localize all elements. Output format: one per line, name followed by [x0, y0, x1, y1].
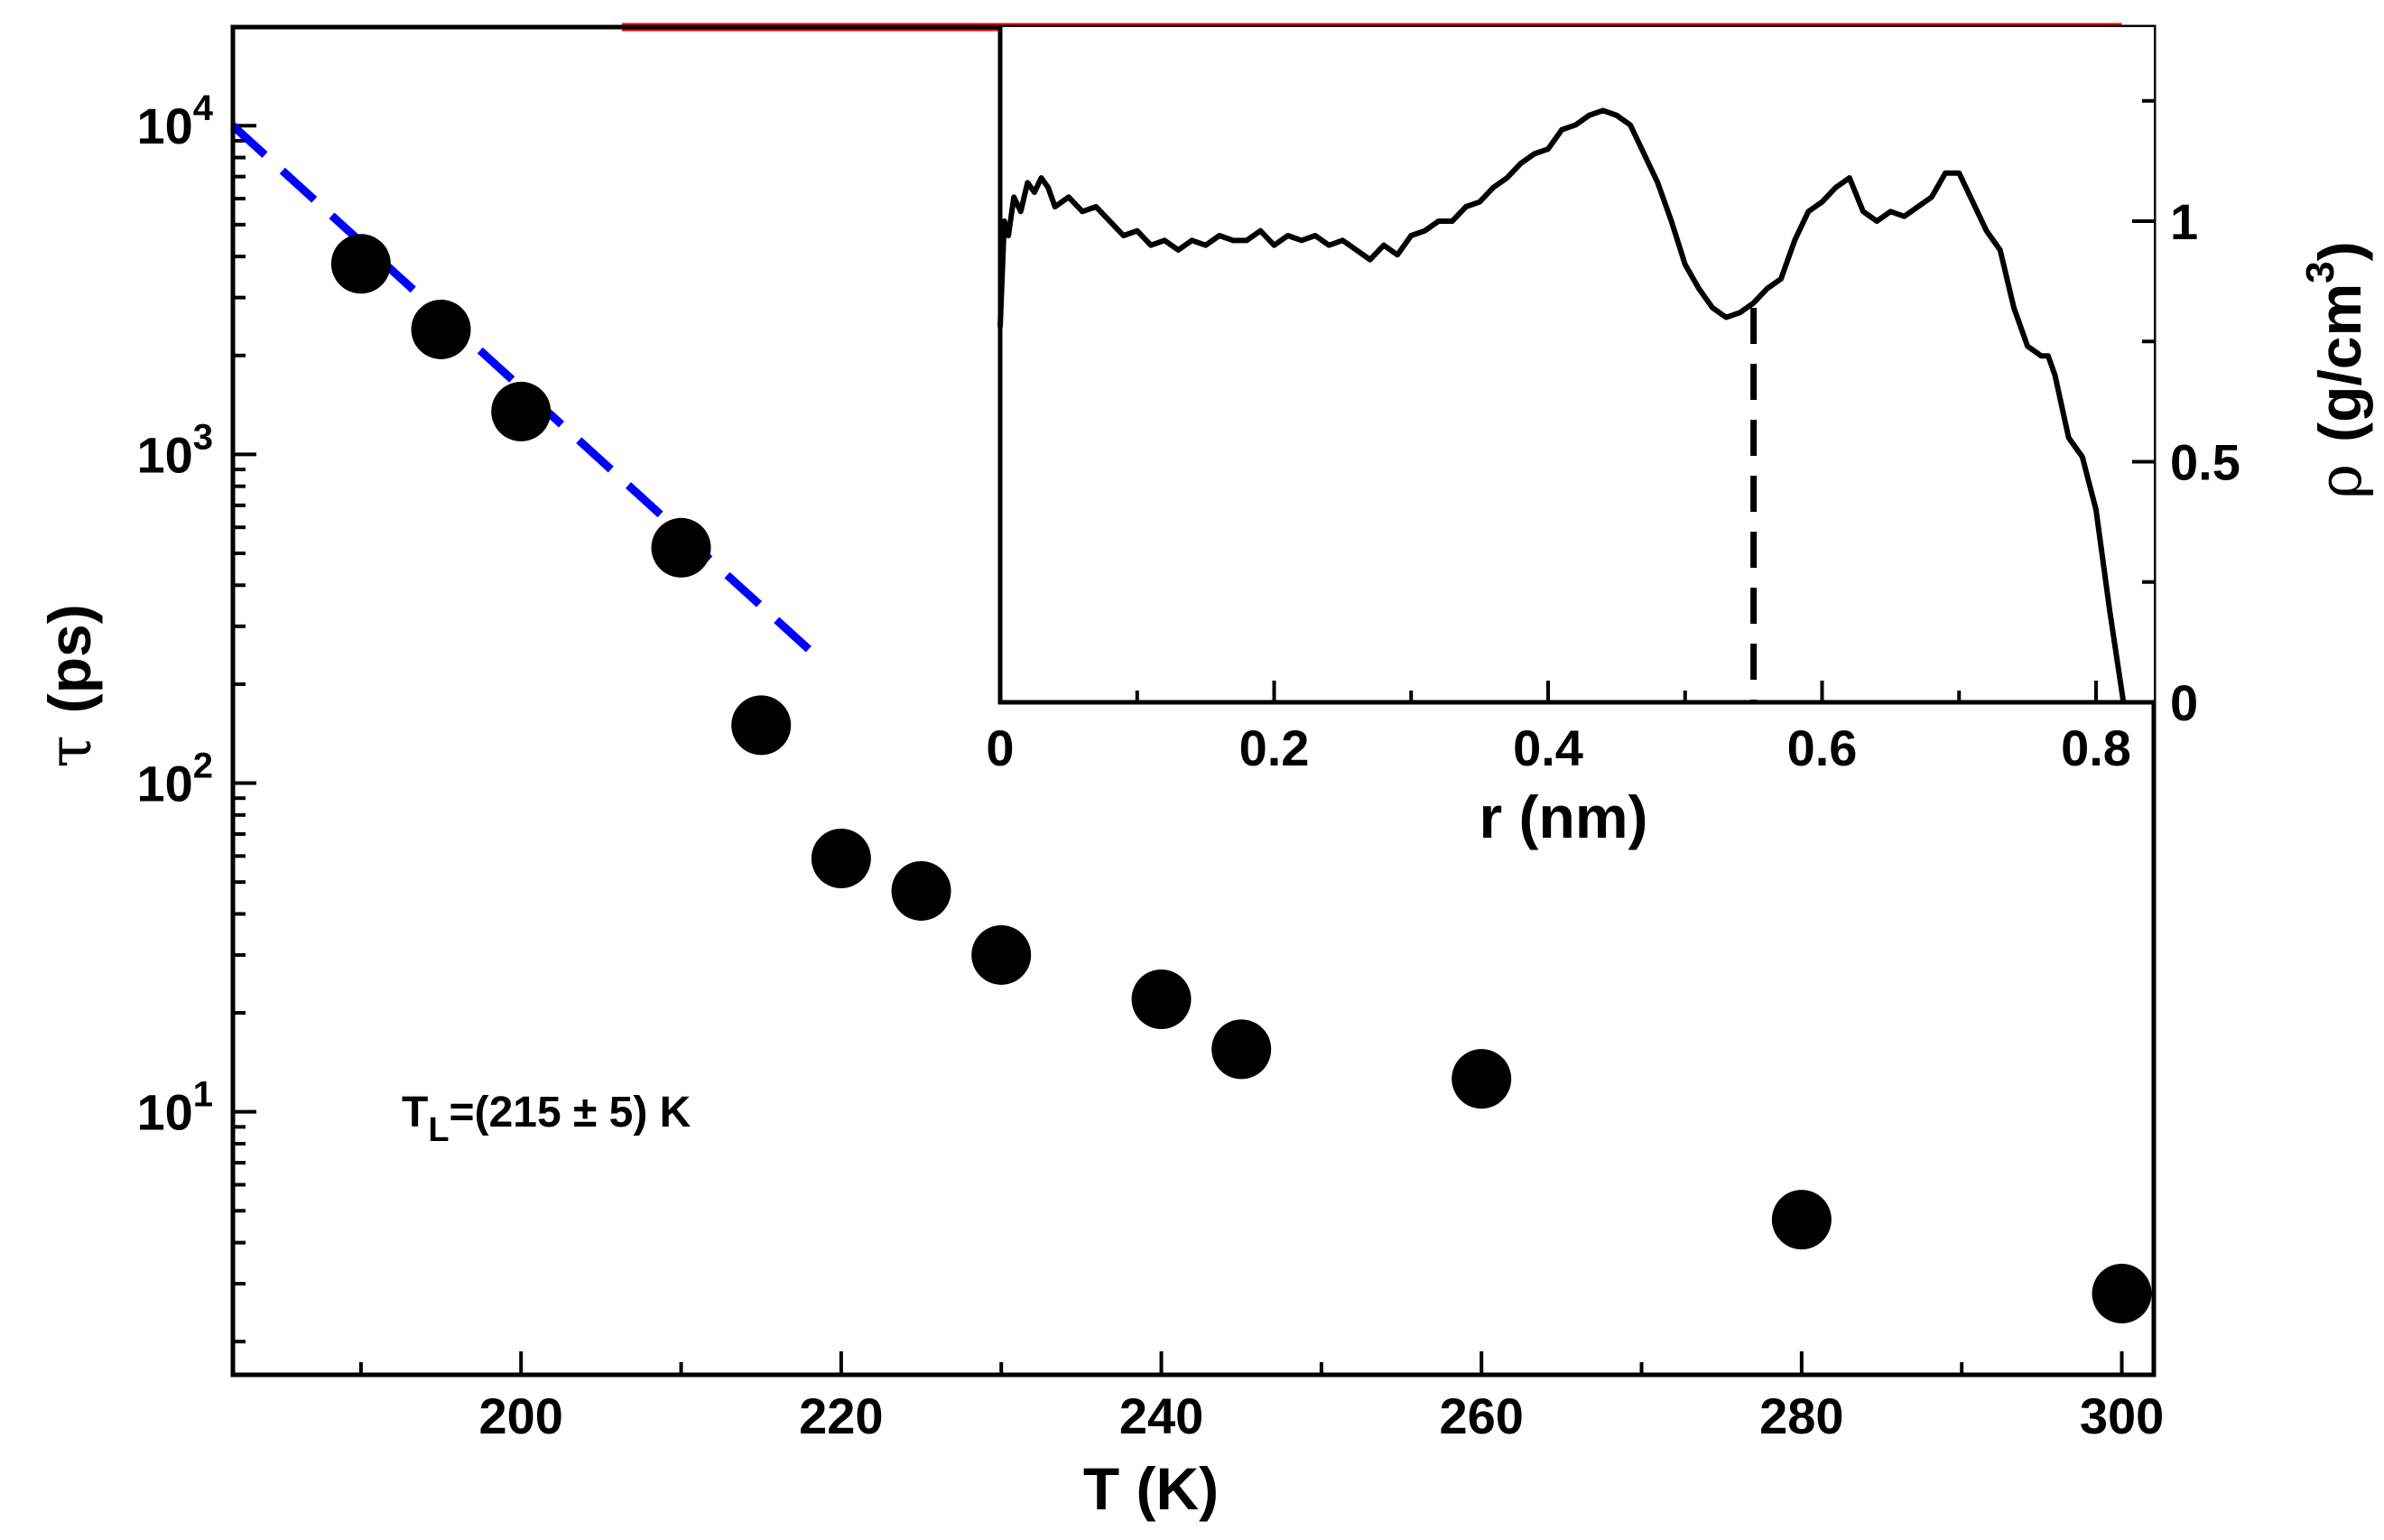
- annotation-sub: L: [428, 1111, 449, 1149]
- inset-x-tick-label: 0.2: [1239, 719, 1310, 776]
- data-point: [971, 924, 1032, 985]
- data-point: [1131, 969, 1192, 1029]
- inset-x-tick-label: 0.4: [1513, 719, 1583, 776]
- data-point: [731, 695, 792, 756]
- main-x-tick-label: 240: [1119, 1387, 1203, 1444]
- inset-x-tick-label: 0: [986, 719, 1014, 776]
- annotation-main: T: [402, 1089, 428, 1136]
- main-y-tick-label: 103: [136, 417, 213, 483]
- svg-text:τ(ps): τ (ps): [35, 604, 105, 768]
- main-x-tick-label: 220: [799, 1387, 883, 1444]
- inset-y-axis-title: ρ (g/cm3): [2298, 241, 2375, 498]
- inset-series: [997, 107, 2127, 703]
- main-x-tick-label: 260: [1439, 1387, 1523, 1444]
- inset-y-axis-symbol: ρ: [2305, 464, 2375, 499]
- main-x-tick-label: 280: [1759, 1387, 1843, 1444]
- inset-chart: 0 0.2 0.4 0.6 0.8 0 0.5 1 r (nm) ρ (g/cm3): [986, 27, 2375, 850]
- main-y-tick-label: 101: [136, 1075, 213, 1141]
- density-profile-line: [997, 107, 2127, 703]
- inset-y-axis-close: ): [2306, 241, 2373, 261]
- data-point: [1211, 1019, 1272, 1080]
- annotation-tl: TL=(215 ± 5) K: [402, 1089, 691, 1149]
- data-point: [411, 299, 471, 359]
- inset-y-axis-sup: 3: [2298, 261, 2342, 283]
- inset-tick-labels: 0 0.2 0.4 0.6 0.8 0 0.5 1: [986, 193, 2240, 776]
- inset-y-tick-label: 0: [2170, 674, 2198, 731]
- inset-y-tick-label: 0.5: [2170, 434, 2240, 491]
- data-point: [330, 234, 391, 294]
- svg-text:ρ(g/cm3): ρ (g/cm3): [2298, 241, 2375, 498]
- main-y-axis-title: τ (ps): [35, 604, 105, 768]
- main-y-axis-unit: (ps): [36, 604, 103, 713]
- main-x-tick-label: 200: [478, 1387, 562, 1444]
- data-point: [1771, 1190, 1832, 1250]
- main-x-axis-title: T (K): [1083, 1455, 1219, 1522]
- main-tick-labels: 200 220 240 260 280 300 101 102 103 104: [136, 88, 2164, 1444]
- data-point: [651, 517, 711, 578]
- data-point: [811, 828, 871, 888]
- main-chart: 200 220 240 260 280 300 101 102 103 104 T (K) τ (p…: [35, 23, 2164, 1522]
- data-point: [1452, 1049, 1512, 1109]
- inset-x-axis-title: r (nm): [1480, 784, 1648, 850]
- inset-x-tick-label: 0.6: [1787, 719, 1858, 776]
- main-y-tick-label: 104: [136, 88, 213, 154]
- inset-background: [998, 27, 2154, 704]
- main-y-tick-label: 102: [136, 747, 213, 812]
- data-point: [2092, 1263, 2152, 1323]
- inset-y-axis-unit: (g/cm: [2306, 283, 2373, 442]
- inset-y-tick-label: 1: [2170, 193, 2198, 250]
- main-points: [330, 234, 2152, 1323]
- data-point: [891, 860, 951, 921]
- data-point: [491, 381, 552, 441]
- main-x-tick-label: 300: [2080, 1387, 2164, 1444]
- annotation-rest: =(215 ± 5) K: [450, 1089, 691, 1136]
- main-y-axis-symbol: τ: [35, 735, 105, 768]
- inset-x-tick-label: 0.8: [2061, 719, 2131, 776]
